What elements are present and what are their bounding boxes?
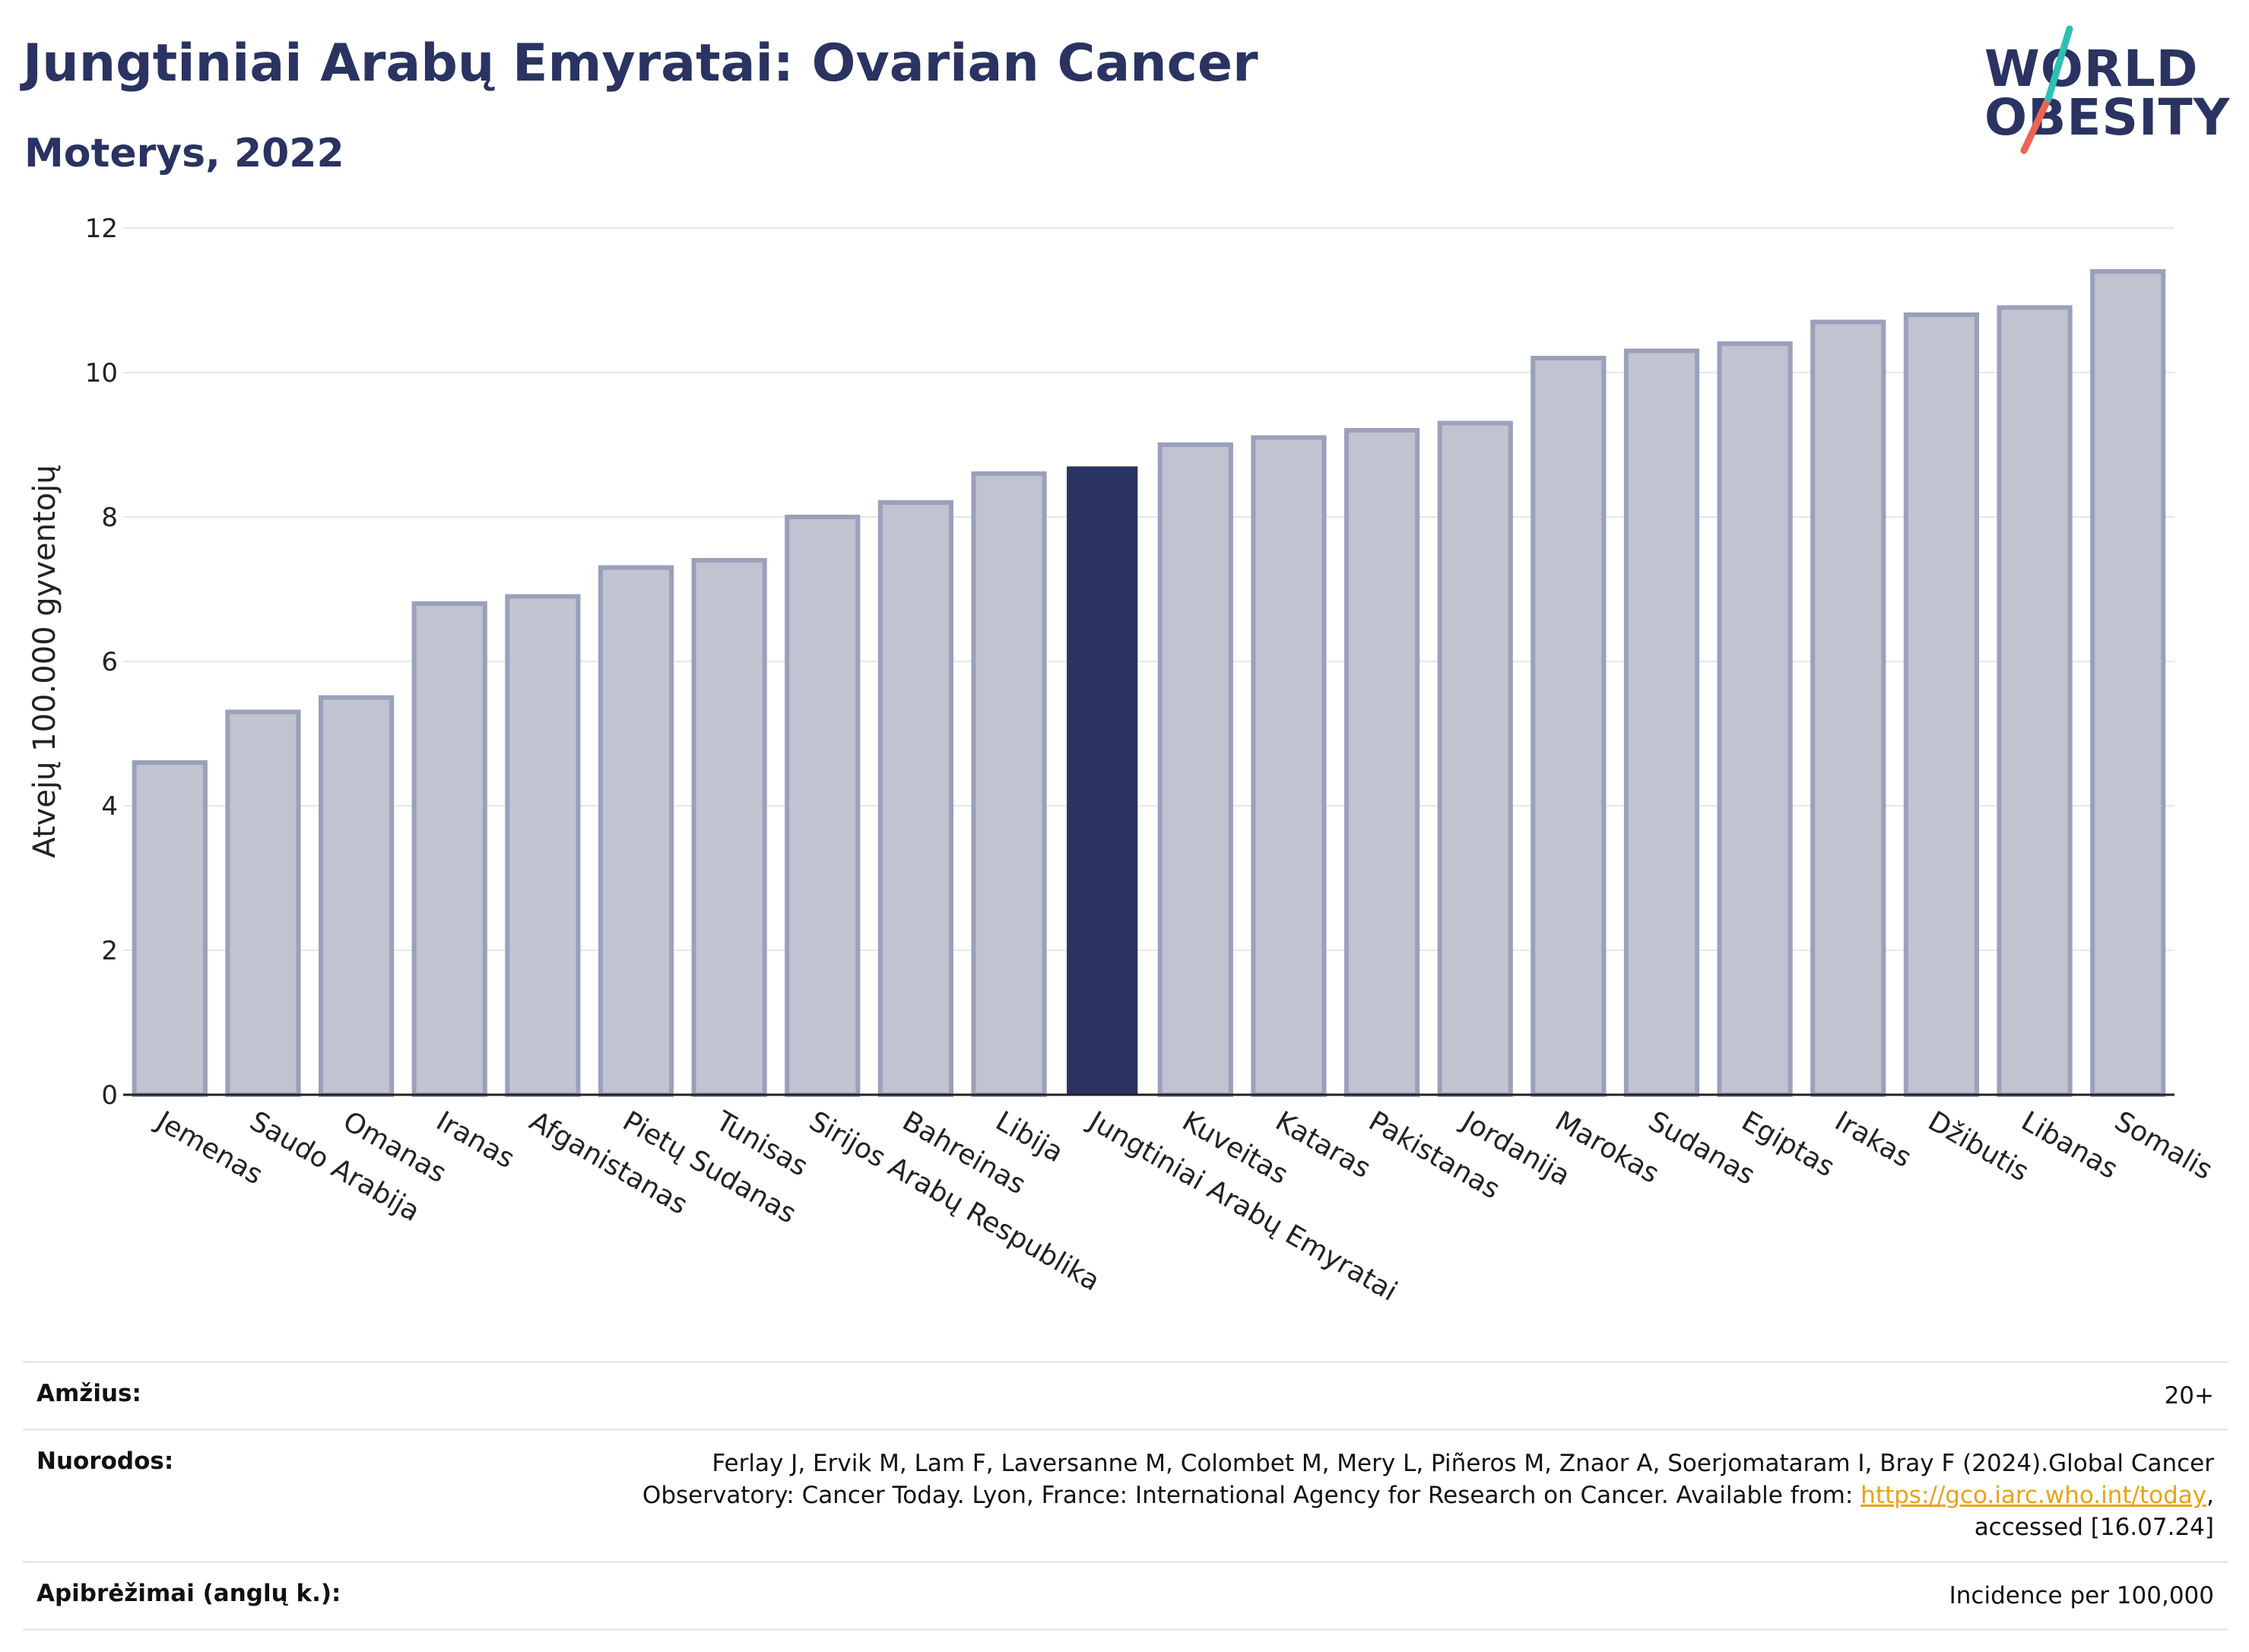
bar <box>598 565 674 1097</box>
y-tick-label: 4 <box>101 791 118 822</box>
logo-slash-icon <box>2020 25 2073 154</box>
bar <box>411 601 487 1097</box>
bar <box>1623 348 1700 1097</box>
info-row-references: Nuorodos: Ferlay J, Ervik M, Lam F, Lave… <box>23 1429 2228 1562</box>
chart-title: Jungtiniai Arabų Emyratai: Ovarian Cance… <box>23 33 1258 94</box>
bars <box>132 269 2166 1097</box>
y-tick-label: 10 <box>85 358 118 388</box>
x-tick-label: Somalis <box>2109 1105 2217 1186</box>
x-tick-label: Sudanas <box>1643 1105 1760 1191</box>
logo-word-world: WORLD <box>1984 40 2199 98</box>
bar <box>2090 269 2166 1097</box>
bar <box>971 471 1047 1097</box>
bar <box>225 709 301 1097</box>
references-text-3: , <box>2206 1482 2214 1510</box>
y-tick-label: 8 <box>101 503 118 533</box>
y-tick-label: 2 <box>101 936 118 966</box>
bar <box>1157 442 1233 1097</box>
info-row-age: Amžius: 20+ <box>23 1362 2228 1430</box>
references-text-1: Ferlay J, Ervik M, Lam F, Laversanne M, … <box>712 1450 2214 1478</box>
bar <box>691 558 767 1097</box>
info-row-definitions: Apibrėžimai (anglų k.): Incidence per 10… <box>23 1562 2228 1630</box>
bar <box>877 500 954 1097</box>
x-tick-label: Irakas <box>1829 1105 1916 1174</box>
info-table: Amžius: 20+ Nuorodos: Ferlay J, Ervik M,… <box>23 1361 2228 1631</box>
bar <box>1997 305 2073 1097</box>
references-text-2: Observatory: Cancer Today. Lyon, France:… <box>642 1482 1861 1510</box>
bar <box>1343 428 1420 1097</box>
bar <box>1717 341 1793 1097</box>
x-tick-label: Jemenas <box>150 1105 268 1191</box>
definitions-value: Incidence per 100,000 <box>1949 1581 2214 1609</box>
references-text-4: accessed [16.07.24] <box>1974 1514 2214 1542</box>
bar <box>1437 420 1513 1097</box>
bar <box>785 515 861 1097</box>
bar <box>1903 312 1980 1097</box>
bar <box>1531 356 1607 1097</box>
world-obesity-logo: WORLD OBESITY <box>1984 23 2235 163</box>
references-link[interactable]: https://gco.iarc.who.int/today <box>1860 1482 2207 1510</box>
y-tick-label: 6 <box>101 647 118 677</box>
bar-highlighted <box>1067 466 1138 1095</box>
definitions-label: Apibrėžimai (anglų k.): <box>36 1579 341 1607</box>
x-tick-label: Libanas <box>2016 1105 2124 1185</box>
y-tick-label: 12 <box>85 214 118 244</box>
age-label: Amžius: <box>36 1380 141 1407</box>
bar <box>505 594 581 1097</box>
age-value: 20+ <box>2164 1382 2214 1409</box>
logo-word-obesity: OBESITY <box>1984 88 2231 147</box>
bar <box>1251 435 1327 1097</box>
chart-subtitle: Moterys, 2022 <box>24 131 344 176</box>
y-tick-label: 0 <box>101 1080 118 1111</box>
y-axis-ticks: 0 2 4 6 8 10 12 <box>85 214 118 1111</box>
x-tick-label: Afganistanas <box>524 1105 693 1221</box>
y-axis-label: Atvejų 100.000 gyventojų <box>27 465 62 858</box>
references-value: Ferlay J, Ervik M, Lam F, Laversanne M, … <box>370 1430 2228 1562</box>
bar <box>1810 319 1886 1097</box>
x-tick-label: Džibutis <box>1923 1105 2034 1187</box>
bar <box>318 695 395 1097</box>
bar <box>132 760 208 1097</box>
references-label: Nuorodos: <box>36 1447 174 1476</box>
